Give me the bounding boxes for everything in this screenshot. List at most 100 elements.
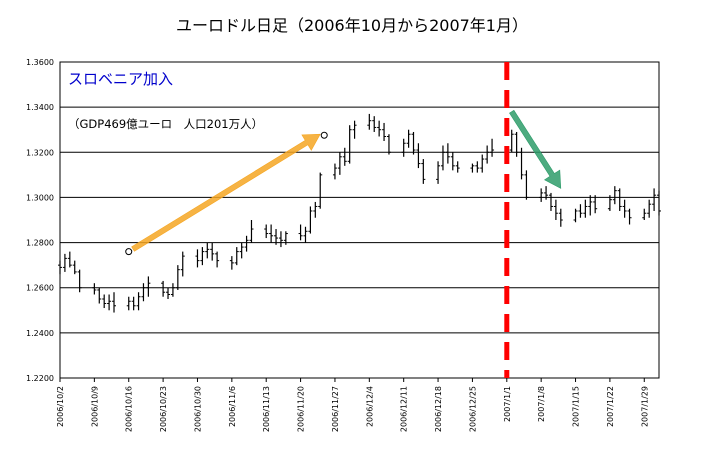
y-tick-label: 1.3200 bbox=[26, 148, 54, 157]
ohlc-bar bbox=[303, 226, 308, 243]
ohlc-bar bbox=[627, 208, 632, 225]
ohlc-bar bbox=[372, 116, 377, 132]
x-tick-label: 2006/10/2 bbox=[56, 386, 65, 427]
ohlc-bar bbox=[553, 199, 558, 220]
ohlc-bar bbox=[332, 163, 337, 180]
ohlc-bar bbox=[249, 220, 254, 243]
ohlc-bar bbox=[92, 283, 97, 295]
trend-arrow-end-point bbox=[320, 131, 328, 139]
ohlc-bar bbox=[77, 269, 82, 293]
ohlc-bar bbox=[642, 208, 647, 220]
ohlc-bar bbox=[264, 224, 269, 239]
ohlc-bar bbox=[480, 154, 485, 173]
x-tick-label: 2007/1/22 bbox=[606, 386, 615, 427]
ohlc-bar bbox=[440, 145, 445, 171]
x-tick-label: 2006/12/18 bbox=[434, 386, 443, 432]
event-label: スロベニア加入 bbox=[68, 70, 173, 88]
ohlc-bar bbox=[283, 231, 288, 245]
ohlc-bar bbox=[72, 260, 77, 275]
ohlc-bar bbox=[612, 186, 617, 205]
ohlc-bar bbox=[411, 131, 416, 155]
ohlc-bar bbox=[436, 161, 441, 184]
trend-arrow-start-point bbox=[125, 248, 133, 256]
ohlc-bar bbox=[416, 143, 421, 169]
ohlc-bar bbox=[421, 159, 426, 184]
ohlc-bar bbox=[215, 251, 220, 268]
ohlc-bar bbox=[200, 247, 205, 266]
ohlc-bar bbox=[406, 129, 411, 148]
event-detail: （GDP469億ユーロ 人口201万人） bbox=[68, 117, 263, 131]
ohlc-bar bbox=[578, 204, 583, 218]
x-tick-label: 2007/1/8 bbox=[537, 386, 546, 422]
ohlc-bar bbox=[136, 292, 141, 311]
ohlc-bar bbox=[126, 296, 131, 311]
ohlc-bar bbox=[342, 147, 347, 166]
ohlc-bar bbox=[141, 283, 146, 302]
x-tick-label: 2007/1/29 bbox=[640, 386, 649, 427]
y-tick-label: 1.2200 bbox=[26, 374, 54, 383]
ohlc-bar bbox=[107, 294, 112, 311]
ohlc-bar bbox=[519, 147, 524, 180]
ohlc-bars bbox=[58, 113, 661, 313]
x-axis-ticks: 2006/10/2 2006/10/9 2006/10/16 2006/10/23 20… bbox=[56, 378, 649, 432]
ohlc-bar bbox=[244, 235, 249, 252]
x-tick-label: 2006/10/9 bbox=[90, 386, 99, 427]
ohlc-bar bbox=[146, 276, 151, 297]
ohlc-bar bbox=[112, 292, 117, 313]
ohlc-bar bbox=[170, 283, 175, 297]
ohlc-bar bbox=[573, 208, 578, 223]
ohlc-bar bbox=[58, 260, 62, 275]
ohlc-bar bbox=[205, 242, 210, 259]
ohlc-bar bbox=[485, 145, 490, 164]
y-tick-label: 1.2800 bbox=[26, 239, 54, 248]
ohlc-bar bbox=[234, 247, 239, 266]
ohlc-bar bbox=[180, 251, 185, 277]
y-axis-ticks: 1.2200 1.2400 1.2600 1.2800 1.3000 1.3200 1.34… bbox=[26, 58, 54, 383]
ohlc-bar bbox=[166, 287, 171, 299]
ohlc-bar bbox=[313, 201, 318, 218]
ohlc-bar bbox=[239, 242, 244, 259]
ohlc-bar bbox=[509, 129, 514, 153]
ohlc-bar bbox=[617, 188, 622, 211]
plot-frame bbox=[59, 61, 660, 379]
ohlc-bar bbox=[450, 152, 455, 171]
ohlc-bar bbox=[352, 120, 357, 139]
ohlc-bar bbox=[308, 206, 313, 234]
ohlc-bar bbox=[278, 231, 283, 248]
ohlc-bar bbox=[386, 134, 391, 155]
ohlc-bar bbox=[455, 161, 460, 173]
ohlc-bar bbox=[583, 199, 588, 218]
ohlc-bar bbox=[62, 253, 67, 272]
ohlc-bar bbox=[274, 229, 279, 245]
y-tick-label: 1.3600 bbox=[26, 58, 54, 67]
y-tick-label: 1.3000 bbox=[26, 193, 54, 202]
ohlc-bar bbox=[210, 242, 215, 261]
ohlc-bar bbox=[652, 188, 657, 211]
ohlc-bar bbox=[622, 199, 627, 218]
ohlc-bar bbox=[539, 188, 544, 202]
ohlc-bar bbox=[337, 152, 342, 175]
ohlc-bar bbox=[607, 195, 612, 211]
ohlc-bar bbox=[102, 294, 107, 309]
ohlc-bar bbox=[475, 161, 480, 173]
x-tick-label: 2006/10/16 bbox=[125, 386, 134, 432]
ohlc-bar bbox=[298, 224, 303, 241]
ohlc-bar bbox=[97, 287, 102, 304]
x-tick-label: 2007/1/15 bbox=[572, 386, 581, 427]
ohlc-bar bbox=[67, 251, 72, 268]
ohlc-bar bbox=[490, 138, 495, 157]
chart-title: ユーロドル日足（2006年10月から2007年1月） bbox=[176, 16, 528, 35]
ohlc-bar bbox=[131, 296, 136, 311]
x-tick-label: 2006/11/6 bbox=[228, 386, 237, 427]
ohlc-bar bbox=[175, 265, 180, 290]
ohlc-bar bbox=[382, 122, 387, 141]
ohlc-bar bbox=[588, 195, 593, 216]
ohlc-bar bbox=[548, 192, 553, 211]
ohlc-bar bbox=[544, 186, 549, 200]
x-tick-label: 2006/12/4 bbox=[365, 386, 374, 427]
y-tick-label: 1.2400 bbox=[26, 329, 54, 338]
ohlc-bar bbox=[269, 224, 274, 243]
ohlc-bar bbox=[593, 195, 598, 214]
